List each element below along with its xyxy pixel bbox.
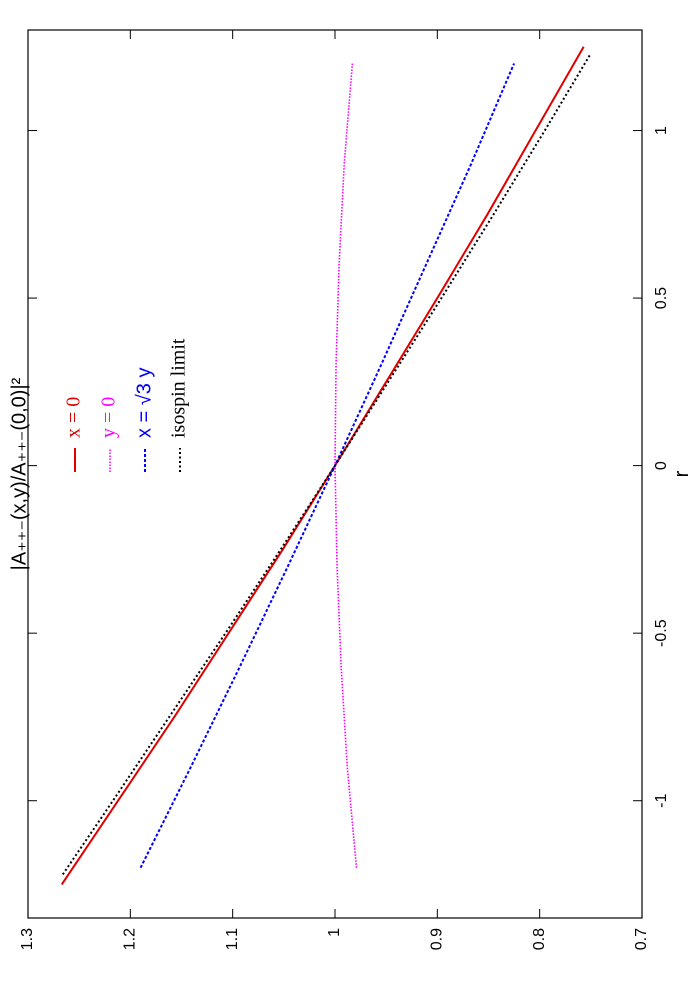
plot-group: r |A₊₊₋(x,y)/A₊₊₋(0,0)|² -1 -0.5 0 0.5 1 0.7 0… xyxy=(8,29,693,950)
legend-label: y = 0 xyxy=(98,397,120,438)
x-tick-label: -1 xyxy=(653,794,670,808)
x-axis-label: r xyxy=(671,470,693,477)
legend-label: isospin limit xyxy=(168,338,190,438)
y-axis-label: |A₊₊₋(x,y)/A₊₊₋(0,0)|² xyxy=(8,377,30,570)
x-tick-label: 1 xyxy=(653,126,670,135)
x-tick-label: 0.5 xyxy=(653,287,670,309)
x-tick-label: 0 xyxy=(653,461,670,470)
y-tick-label: 1.2 xyxy=(122,928,139,950)
y-tick-label: 0.7 xyxy=(633,928,650,950)
legend-label: x = √3 y xyxy=(133,368,155,438)
series-line xyxy=(139,63,515,869)
legend-label: x = 0 xyxy=(63,397,85,438)
y-tick-label: 1.1 xyxy=(224,928,241,950)
y-tick-label: 1 xyxy=(326,928,343,937)
y-tick-label: 1.3 xyxy=(19,928,36,950)
y-tick-label: 0.9 xyxy=(429,928,446,950)
series-line xyxy=(334,63,358,868)
x-tick-label: -0.5 xyxy=(653,619,670,647)
y-tick-label: 0.8 xyxy=(531,928,548,950)
series-line xyxy=(60,46,585,886)
series-line xyxy=(61,52,592,876)
